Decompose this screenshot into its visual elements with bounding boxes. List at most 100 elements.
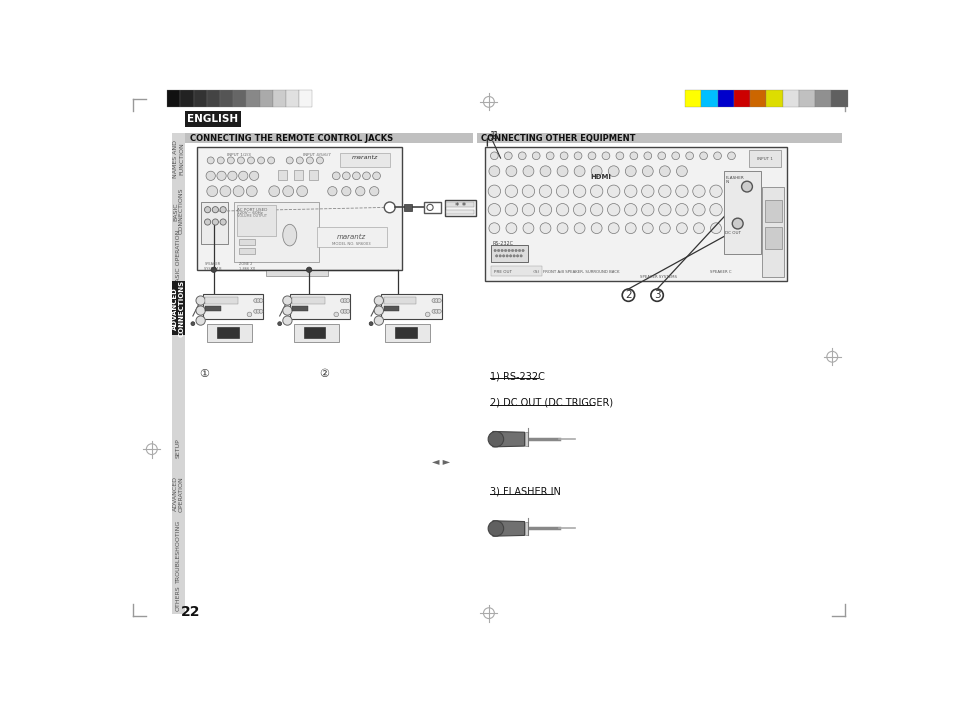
Bar <box>684 91 700 108</box>
Circle shape <box>574 152 581 159</box>
Bar <box>340 153 390 166</box>
Circle shape <box>432 309 436 313</box>
Circle shape <box>573 185 585 198</box>
Circle shape <box>591 223 601 234</box>
Circle shape <box>373 172 380 180</box>
Circle shape <box>238 171 248 181</box>
Circle shape <box>488 203 500 216</box>
Text: ①: ① <box>199 370 210 379</box>
Circle shape <box>513 255 515 257</box>
Circle shape <box>621 289 634 302</box>
Circle shape <box>249 171 258 181</box>
Circle shape <box>494 249 496 251</box>
Bar <box>185 132 473 144</box>
Circle shape <box>355 187 365 196</box>
Bar <box>733 91 749 108</box>
Circle shape <box>282 296 292 305</box>
Circle shape <box>522 166 534 176</box>
Bar <box>292 297 324 304</box>
Bar <box>278 171 287 180</box>
Circle shape <box>269 185 279 197</box>
Circle shape <box>211 267 216 273</box>
Circle shape <box>692 203 704 216</box>
Circle shape <box>515 249 517 251</box>
Circle shape <box>539 223 550 234</box>
Circle shape <box>574 223 584 234</box>
Text: FRONT A/B SPEAKER, SURROUND BACK: FRONT A/B SPEAKER, SURROUND BACK <box>542 270 619 274</box>
Circle shape <box>495 255 497 257</box>
Text: IN: IN <box>724 180 729 183</box>
Circle shape <box>490 152 497 159</box>
Text: 3) FLASHER IN: 3) FLASHER IN <box>489 487 560 497</box>
Circle shape <box>256 309 260 313</box>
Circle shape <box>253 309 257 313</box>
Circle shape <box>502 255 504 257</box>
Text: DC OUT: DC OUT <box>724 232 740 235</box>
Circle shape <box>505 203 517 216</box>
Circle shape <box>374 316 383 325</box>
Circle shape <box>539 166 550 176</box>
Circle shape <box>727 152 735 159</box>
Bar <box>303 326 325 338</box>
Circle shape <box>207 157 214 164</box>
Circle shape <box>296 185 307 197</box>
Text: 2: 2 <box>624 290 631 300</box>
Circle shape <box>709 185 721 198</box>
Circle shape <box>220 185 231 197</box>
Circle shape <box>204 219 211 225</box>
Bar <box>381 295 441 319</box>
Circle shape <box>497 249 499 251</box>
Circle shape <box>435 309 438 313</box>
Circle shape <box>641 166 653 176</box>
Bar <box>404 203 412 211</box>
Bar <box>764 200 781 222</box>
Circle shape <box>641 203 654 216</box>
Bar <box>205 306 220 311</box>
Bar <box>196 147 402 270</box>
Bar <box>180 91 193 108</box>
Circle shape <box>573 203 585 216</box>
Bar <box>216 326 238 338</box>
Circle shape <box>710 223 720 234</box>
Circle shape <box>740 181 752 192</box>
Bar <box>723 171 760 254</box>
Circle shape <box>257 157 264 164</box>
Circle shape <box>556 203 568 216</box>
Circle shape <box>207 185 217 197</box>
Circle shape <box>220 219 226 225</box>
Circle shape <box>590 203 602 216</box>
Circle shape <box>216 171 226 181</box>
Circle shape <box>659 166 670 176</box>
Bar <box>444 200 476 216</box>
Circle shape <box>343 299 347 302</box>
Circle shape <box>247 157 254 164</box>
Text: 2) DC OUT (DC TRIGGER): 2) DC OUT (DC TRIGGER) <box>489 398 612 408</box>
Circle shape <box>517 249 520 251</box>
Bar <box>446 202 474 207</box>
Text: TROUBLESHOOTING: TROUBLESHOOTING <box>176 520 181 583</box>
Bar <box>748 150 781 167</box>
Bar <box>205 297 237 304</box>
Circle shape <box>507 249 510 251</box>
Bar <box>395 326 416 338</box>
Circle shape <box>253 299 257 302</box>
Bar <box>781 91 798 108</box>
Circle shape <box>522 223 534 234</box>
Circle shape <box>306 157 313 164</box>
Text: SPEAKER SYSTEMS: SPEAKER SYSTEMS <box>639 275 677 279</box>
Text: 120V~ 60Hz: 120V~ 60Hz <box>236 211 262 215</box>
Circle shape <box>624 223 636 234</box>
Bar <box>220 91 233 108</box>
Circle shape <box>353 172 360 180</box>
Bar <box>207 91 220 108</box>
Bar <box>764 227 781 249</box>
Circle shape <box>346 309 350 313</box>
Text: OTHERS: OTHERS <box>176 586 181 612</box>
Circle shape <box>517 152 525 159</box>
Circle shape <box>557 223 567 234</box>
Circle shape <box>641 223 653 234</box>
Circle shape <box>217 157 224 164</box>
Circle shape <box>343 309 347 313</box>
Circle shape <box>624 203 637 216</box>
Circle shape <box>713 152 720 159</box>
